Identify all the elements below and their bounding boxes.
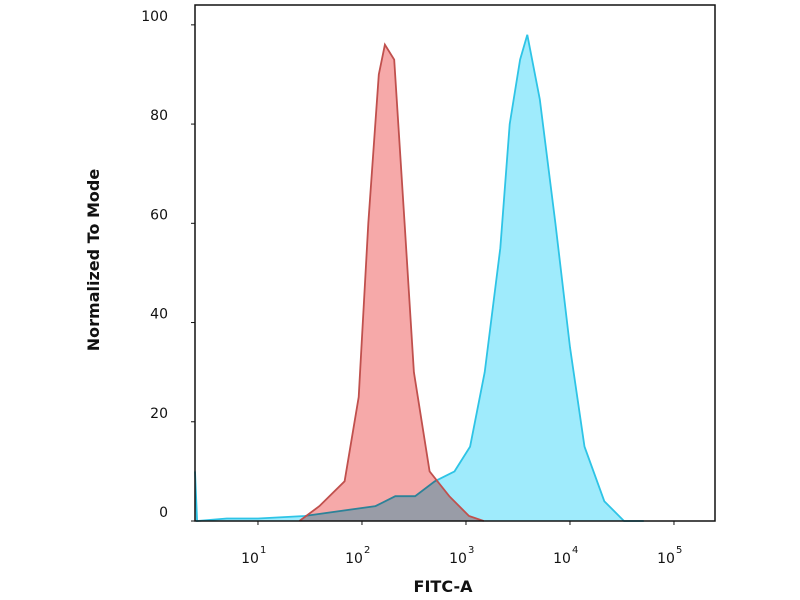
x-tick-label: 10 — [241, 551, 259, 567]
plot-frame — [194, 4, 716, 522]
y-tick-label: 60 — [150, 207, 168, 223]
y-tick-label: 0 — [159, 505, 168, 521]
x-tick-exponent: 4 — [572, 545, 578, 556]
y-tick-label: 40 — [150, 307, 168, 323]
histogram-line — [298, 42, 484, 522]
y-axis-title: Normalized To Mode — [84, 169, 103, 352]
x-tick-label: 10 — [657, 551, 675, 567]
area-fill — [195, 34, 644, 522]
x-tick-exponent: 5 — [676, 545, 682, 556]
x-tick-label: 10 — [345, 551, 363, 567]
x-tick-exponent: 1 — [260, 545, 266, 556]
x-tick-label: 10 — [553, 551, 571, 567]
area-fill — [299, 44, 484, 521]
x-tick-exponent: 2 — [364, 545, 370, 556]
y-tick-label: 80 — [150, 108, 168, 124]
x-axis-title: FITC-A — [414, 577, 474, 596]
x-tick-label: 10 — [449, 551, 467, 567]
histogram-line — [194, 34, 644, 522]
y-tick-label: 20 — [150, 406, 168, 422]
y-tick-label: 100 — [141, 9, 168, 25]
x-tick-exponent: 3 — [468, 545, 474, 556]
